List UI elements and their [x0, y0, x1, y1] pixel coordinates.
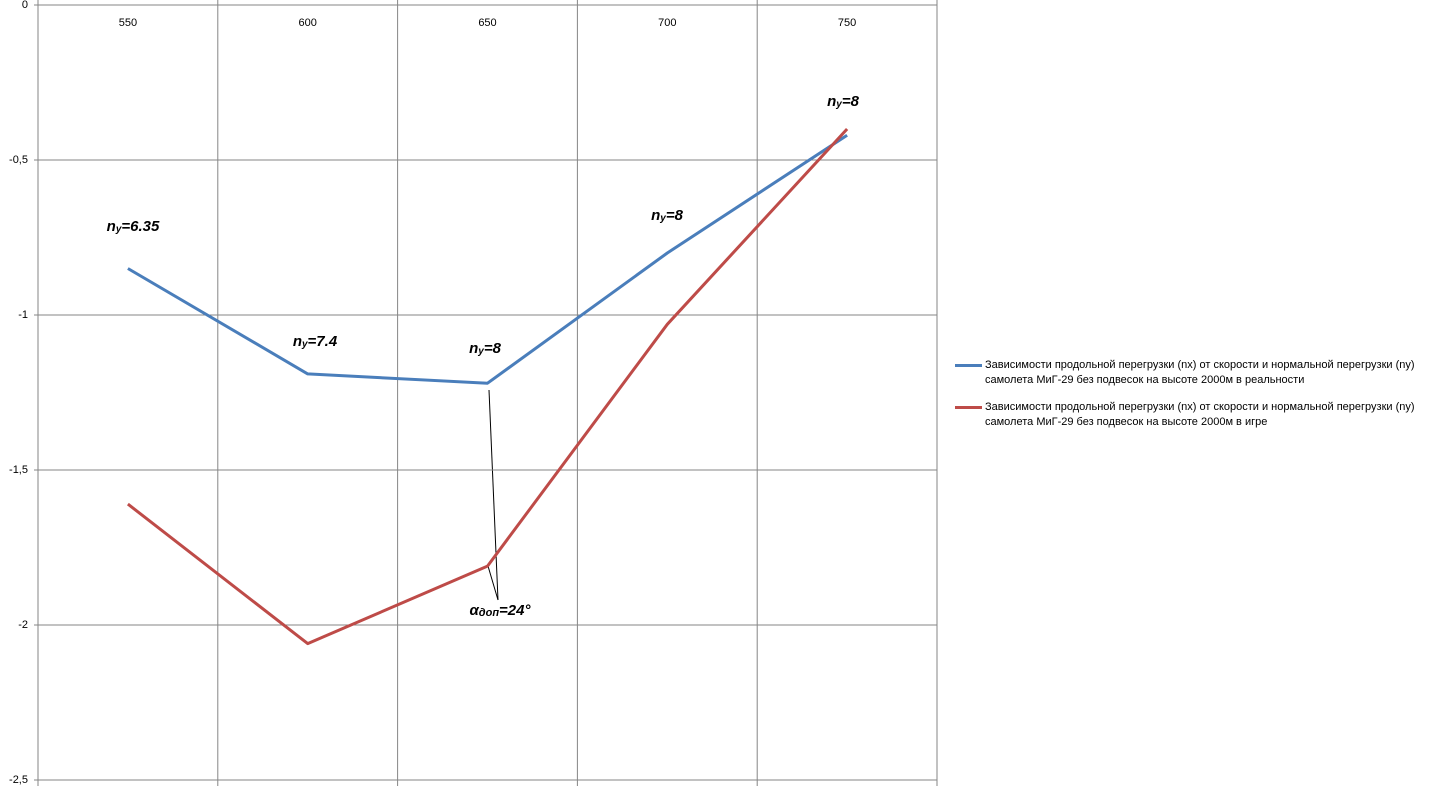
annotation-part: n [107, 218, 116, 235]
annotation-part: =8 [666, 207, 684, 224]
annotation-part: =8 [484, 340, 502, 357]
legend: Зависимости продольной перегрузки (nx) о… [955, 358, 1435, 442]
leader-line [488, 389, 499, 601]
series-line [126, 127, 849, 646]
annotation-part: α [469, 602, 479, 619]
annotation-part: n [827, 93, 836, 110]
x-tick-label: 700 [658, 17, 676, 29]
annotation-part: y [659, 213, 666, 224]
x-tick-label: 600 [299, 17, 317, 29]
annotation-part: y [301, 339, 308, 350]
annotation-part: n [651, 207, 660, 224]
legend-swatch [955, 406, 982, 409]
annotation: ny=6.35 [107, 218, 160, 235]
legend-entry: Зависимости продольной перегрузки (nx) о… [955, 358, 1435, 388]
legend-label: Зависимости продольной перегрузки (nx) о… [985, 359, 1415, 386]
y-tick-label: -1,5 [9, 464, 28, 476]
annotation: ny=8 [651, 207, 683, 224]
annotation-part: =7.4 [308, 333, 338, 350]
y-tick-label: -2 [18, 619, 28, 631]
annotation: αдоп=24° [469, 602, 531, 619]
series-line [127, 133, 848, 385]
legend-swatch [955, 364, 982, 367]
annotation: ny=8 [469, 340, 501, 357]
annotation: ny=8 [827, 93, 859, 110]
annotation: ny=7.4 [293, 333, 338, 350]
annotation-part: =6.35 [121, 218, 160, 235]
leader-line [487, 565, 499, 601]
annotation-part: y [477, 346, 484, 357]
annotation-part: y [835, 99, 842, 110]
annotation-part: n [469, 340, 478, 357]
legend-entry: Зависимости продольной перегрузки (nx) о… [955, 400, 1435, 430]
annotation-part: доп [479, 607, 500, 619]
legend-label: Зависимости продольной перегрузки (nx) о… [985, 401, 1415, 428]
x-tick-label: 750 [838, 17, 856, 29]
annotation-part: n [293, 333, 302, 350]
y-tick-label: -1 [18, 309, 28, 321]
y-tick-label: 0 [22, 0, 28, 11]
x-tick-label: 650 [478, 17, 496, 29]
annotation-part: =8 [842, 93, 860, 110]
y-tick-label: -0,5 [9, 154, 28, 166]
x-tick-label: 550 [119, 17, 137, 29]
y-tick-label: -2,5 [9, 774, 28, 786]
annotation-part: y [115, 224, 122, 235]
annotation-part: =24° [499, 602, 531, 619]
